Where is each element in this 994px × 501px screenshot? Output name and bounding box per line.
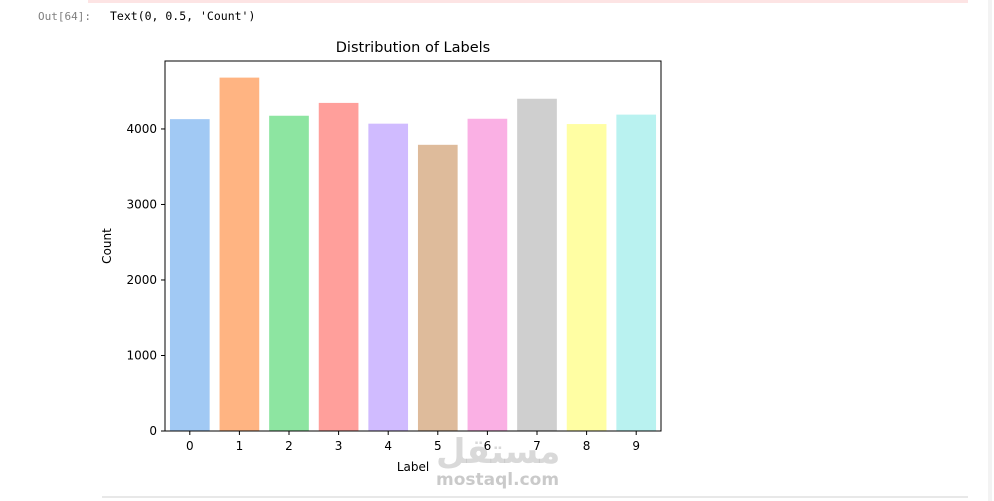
previous-cell-edge bbox=[88, 0, 968, 3]
y-axis-label: Count bbox=[100, 228, 114, 264]
x-tick-label: 1 bbox=[236, 439, 244, 453]
watermark-site: mostaql.com bbox=[436, 470, 560, 490]
x-tick-label: 2 bbox=[285, 439, 293, 453]
x-tick-label: 7 bbox=[533, 439, 541, 453]
bar-2 bbox=[269, 115, 309, 431]
y-tick-label: 0 bbox=[149, 424, 157, 438]
x-tick-label: 6 bbox=[484, 439, 492, 453]
chart-title: Distribution of Labels bbox=[336, 40, 490, 56]
y-tick-label: 2000 bbox=[126, 273, 157, 287]
x-axis-ticks: 0 1 2 3 4 5 6 7 8 9 bbox=[186, 431, 640, 453]
x-tick-label: 0 bbox=[186, 439, 194, 453]
bar-0 bbox=[169, 119, 210, 432]
y-axis-ticks: 0 1000 2000 3000 4000 bbox=[126, 122, 165, 438]
bar-9 bbox=[616, 114, 657, 431]
bar-6 bbox=[467, 118, 508, 431]
x-tick-label: 5 bbox=[434, 439, 442, 453]
plot-frame bbox=[164, 60, 662, 432]
bar-5 bbox=[417, 144, 458, 431]
x-tick-label: 8 bbox=[583, 439, 591, 453]
x-tick-label: 3 bbox=[335, 439, 343, 453]
y-tick-label: 4000 bbox=[126, 122, 157, 136]
output-text: Text(0, 0.5, 'Count') bbox=[110, 9, 256, 23]
watermark-logo-text: مستقل bbox=[436, 432, 561, 472]
watermark-logo: مستقل mostaql.com bbox=[432, 432, 562, 492]
bar-4 bbox=[368, 123, 409, 432]
y-tick-label: 1000 bbox=[126, 348, 157, 362]
bars-group bbox=[169, 77, 657, 432]
bar-3 bbox=[318, 102, 359, 431]
y-tick-label: 3000 bbox=[126, 197, 157, 211]
scrollbar[interactable] bbox=[988, 0, 992, 501]
cell-divider bbox=[102, 496, 968, 498]
bar-8 bbox=[566, 124, 607, 431]
bar-1 bbox=[219, 77, 260, 431]
output-prompt: Out[64]: bbox=[38, 10, 91, 23]
bar-7 bbox=[517, 98, 557, 432]
x-tick-label: 4 bbox=[384, 439, 392, 453]
x-tick-label: 9 bbox=[632, 439, 640, 453]
x-axis-label: Label bbox=[397, 460, 429, 474]
